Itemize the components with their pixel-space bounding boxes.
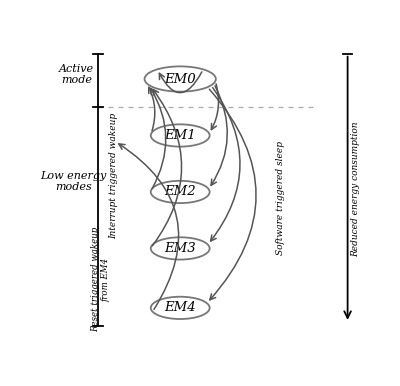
Text: EM0: EM0 (164, 73, 196, 86)
Text: EM2: EM2 (164, 185, 196, 198)
Text: EM4: EM4 (164, 301, 196, 314)
Text: Reset triggered wakeup
from EM4: Reset triggered wakeup from EM4 (92, 227, 111, 332)
Text: Software triggered sleep: Software triggered sleep (276, 141, 286, 255)
Text: Active
mode: Active mode (59, 64, 94, 85)
Text: Reduced energy consumption: Reduced energy consumption (351, 121, 360, 257)
Text: Interrupt triggered wakeup: Interrupt triggered wakeup (109, 113, 118, 239)
Text: EM1: EM1 (164, 129, 196, 142)
Text: EM3: EM3 (164, 242, 196, 255)
Text: Low energy
modes: Low energy modes (40, 171, 106, 192)
